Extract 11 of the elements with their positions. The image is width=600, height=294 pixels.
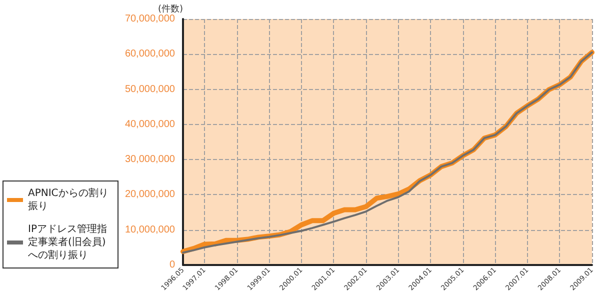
y-tick-label: 70,000,000 (124, 14, 176, 24)
y-tick-label: 30,000,000 (124, 154, 176, 166)
y-tick-label: 10,000,000 (124, 224, 176, 236)
y-tick-label: 50,000,000 (124, 84, 176, 95)
y-axis-title: (件数) (158, 4, 183, 15)
legend-label: IPアドレス管理指定事業者(旧会員)への割り振り (28, 223, 107, 261)
y-tick-label: 0 (169, 259, 176, 270)
y-tick-label: 40,000,000 (124, 118, 176, 130)
legend-label: APNICからの割り振り (28, 187, 108, 212)
y-tick-label: 20,000,000 (124, 189, 176, 200)
y-tick-label: 60,000,000 (124, 48, 176, 60)
